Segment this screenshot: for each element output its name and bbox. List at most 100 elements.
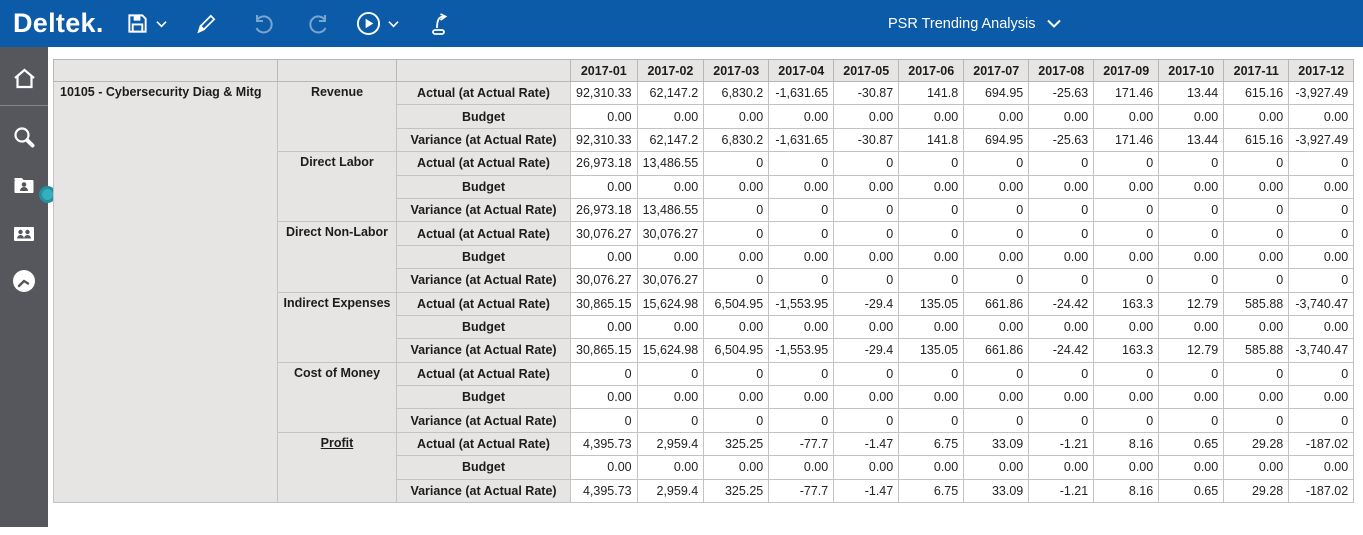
data-cell: 0.00 bbox=[833, 314, 900, 340]
data-cell: 325.25 bbox=[703, 431, 770, 457]
run-button[interactable] bbox=[356, 11, 399, 36]
data-cell: 0.00 bbox=[1158, 244, 1225, 270]
data-cell: 0 bbox=[898, 197, 965, 223]
data-cell: 0 bbox=[833, 408, 900, 433]
data-cell: 0.00 bbox=[898, 314, 965, 340]
data-cell: 135.05 bbox=[898, 338, 965, 363]
table-row: Variance (at Actual Rate) 92,310.33 62,147… bbox=[54, 127, 1355, 153]
data-cell: 0 bbox=[703, 151, 770, 176]
data-cell: 0 bbox=[1223, 361, 1290, 387]
data-cell: 0.00 bbox=[1158, 174, 1225, 199]
data-cell: 0.00 bbox=[768, 385, 835, 410]
redo-button[interactable] bbox=[306, 13, 330, 35]
month-header: 2017-08 bbox=[1028, 59, 1095, 82]
month-header: 2017-07 bbox=[963, 59, 1030, 82]
chevron-down-icon bbox=[387, 20, 399, 28]
data-cell: 0.00 bbox=[963, 385, 1030, 410]
category-cell[interactable]: Profit bbox=[277, 431, 397, 504]
data-cell: 0 bbox=[703, 268, 770, 293]
data-cell: 15,624.98 bbox=[636, 338, 705, 363]
report-title: PSR Trending Analysis bbox=[888, 15, 1036, 32]
data-cell: 30,865.15 bbox=[570, 291, 638, 316]
data-cell: -187.02 bbox=[1288, 478, 1355, 504]
data-cell: -3,927.49 bbox=[1288, 127, 1355, 153]
data-cell: 0.00 bbox=[636, 244, 705, 270]
sidebar-item-projects[interactable] bbox=[0, 163, 48, 207]
data-cell: 0 bbox=[1223, 151, 1290, 176]
data-cell: 8.16 bbox=[1093, 478, 1160, 504]
data-cell: -25.63 bbox=[1028, 80, 1095, 106]
sidebar-item-employees[interactable] bbox=[0, 211, 48, 255]
data-cell: 0.00 bbox=[768, 174, 835, 199]
data-cell: 0 bbox=[703, 197, 770, 223]
data-cell: 2,959.4 bbox=[636, 478, 705, 504]
submit-button[interactable] bbox=[429, 12, 451, 36]
row-label-cell: Actual (at Actual Rate) bbox=[396, 151, 571, 176]
data-cell: -1,631.65 bbox=[768, 127, 835, 153]
data-cell: 0.00 bbox=[1158, 385, 1225, 410]
month-header: 2017-10 bbox=[1158, 59, 1225, 82]
data-cell: 29.28 bbox=[1223, 431, 1290, 457]
data-cell: 0.00 bbox=[570, 104, 638, 129]
data-cell: 0.00 bbox=[963, 174, 1030, 199]
data-cell: 0 bbox=[1158, 361, 1225, 387]
data-cell: 0 bbox=[1223, 408, 1290, 433]
header-blank-project bbox=[53, 59, 278, 82]
table-row: Cost of Money Actual (at Actual Rate) 0 0 0 0… bbox=[54, 361, 1355, 433]
data-cell: 694.95 bbox=[963, 80, 1030, 106]
data-cell: 0 bbox=[768, 361, 835, 387]
table-row: 10105 - Cybersecurity Diag & Mitg Revenue… bbox=[53, 80, 1355, 504]
data-cell: 0 bbox=[570, 361, 638, 387]
data-cell: 0.00 bbox=[1288, 385, 1355, 410]
data-cell: 30,865.15 bbox=[570, 338, 638, 363]
data-cell: -25.63 bbox=[1028, 127, 1095, 153]
data-cell: 0 bbox=[1158, 197, 1225, 223]
data-cell: 0 bbox=[1093, 268, 1160, 293]
home-icon bbox=[13, 68, 35, 88]
data-cell: 0.00 bbox=[1288, 104, 1355, 129]
data-cell: 0.00 bbox=[833, 244, 900, 270]
data-cell: 29.28 bbox=[1223, 478, 1290, 504]
sidebar-item-search[interactable] bbox=[0, 115, 48, 159]
data-cell: 0.00 bbox=[1223, 104, 1290, 129]
data-cell: 0.00 bbox=[1028, 104, 1095, 129]
month-header: 2017-05 bbox=[833, 59, 900, 82]
row-label-cell: Actual (at Actual Rate) bbox=[396, 221, 571, 246]
data-cell: -1,553.95 bbox=[768, 291, 835, 316]
sidebar-item-time[interactable] bbox=[0, 259, 48, 303]
data-cell: 0.00 bbox=[833, 455, 900, 480]
data-cell: 13,486.55 bbox=[636, 151, 705, 176]
data-cell: 0 bbox=[1028, 268, 1095, 293]
data-cell: 0.00 bbox=[833, 385, 900, 410]
data-cell: -1,553.95 bbox=[768, 338, 835, 363]
sidebar-item-home[interactable] bbox=[0, 56, 48, 100]
data-cell: 135.05 bbox=[898, 291, 965, 316]
data-cell: 0.00 bbox=[570, 314, 638, 340]
data-cell: 0 bbox=[768, 197, 835, 223]
data-cell: 0 bbox=[1158, 221, 1225, 246]
table-row: Budget 0.00 0.00 0.00 0.00 0.00 0.00 0.00 0.00 0.… bbox=[54, 174, 1355, 199]
data-cell: 0 bbox=[768, 151, 835, 176]
row-label-cell: Actual (at Actual Rate) bbox=[396, 431, 571, 457]
row-label-cell: Actual (at Actual Rate) bbox=[396, 361, 571, 387]
edit-pencil-icon bbox=[195, 12, 218, 35]
data-cell: 0 bbox=[768, 408, 835, 433]
data-cell: -24.42 bbox=[1028, 338, 1095, 363]
data-cell: 0.00 bbox=[570, 455, 638, 480]
data-cell: 0.00 bbox=[1028, 174, 1095, 199]
month-header: 2017-01 bbox=[570, 59, 638, 82]
data-cell: 6.75 bbox=[898, 431, 965, 457]
report-selector[interactable]: PSR Trending Analysis bbox=[888, 0, 1061, 47]
data-cell: 4,395.73 bbox=[570, 431, 638, 457]
data-cell: 0.00 bbox=[1223, 314, 1290, 340]
row-label-cell: Budget bbox=[396, 174, 571, 199]
save-button[interactable] bbox=[126, 12, 167, 35]
edit-button[interactable] bbox=[195, 12, 218, 35]
undo-button[interactable] bbox=[252, 13, 276, 35]
data-cell: 30,076.27 bbox=[570, 221, 638, 246]
data-cell: 0 bbox=[1288, 221, 1355, 246]
category-cell: Direct Non-Labor bbox=[277, 221, 397, 293]
data-cell: 0 bbox=[1288, 197, 1355, 223]
header-blank-rowlabel bbox=[396, 59, 571, 82]
data-cell: 0.00 bbox=[636, 385, 705, 410]
